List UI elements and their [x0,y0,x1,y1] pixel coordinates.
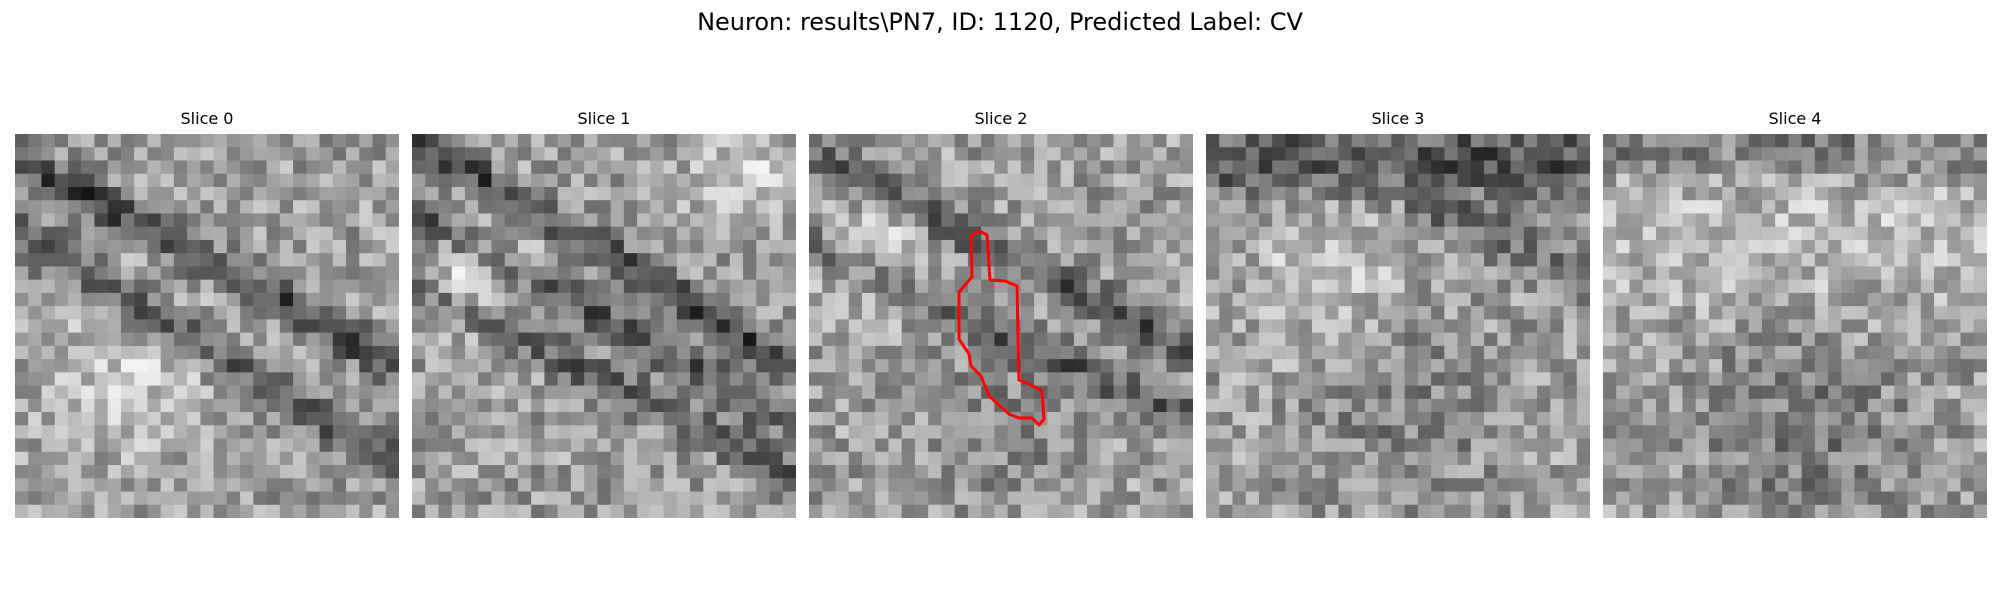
panel-title-slice-2: Slice 2 [974,109,1028,128]
slice-2-image [809,134,1193,518]
slice-0-image [15,134,399,518]
panel-slice-0: Slice 0 [15,108,399,518]
slice-3-image [1206,134,1590,518]
slice-4-image [1603,134,1987,518]
panel-title-slice-3: Slice 3 [1371,109,1425,128]
panel-title-slice-4: Slice 4 [1768,109,1822,128]
slice-1-image [412,134,796,518]
panel-slice-4: Slice 4 [1603,108,1987,518]
panel-title-slice-1: Slice 1 [577,109,631,128]
figure-title: Neuron: results\PN7, ID: 1120, Predicted… [697,8,1303,36]
panel-slice-1: Slice 1 [412,108,796,518]
panel-slice-2: Slice 2 [809,108,1193,518]
panel-title-slice-0: Slice 0 [180,109,234,128]
segmentation-contour [957,229,1046,427]
panel-slice-3: Slice 3 [1206,108,1590,518]
